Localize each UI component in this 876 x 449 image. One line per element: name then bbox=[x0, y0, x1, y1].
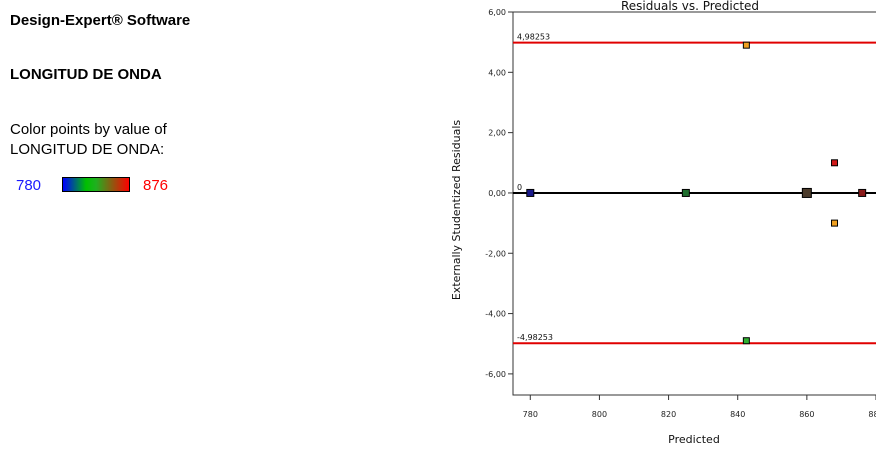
y-tick-label: -6,00 bbox=[485, 370, 506, 379]
y-axis-title: Externally Studentized Residuals bbox=[450, 120, 463, 301]
data-point bbox=[831, 159, 839, 167]
chart-title: Residuals vs. Predicted bbox=[621, 0, 759, 13]
plot-frame bbox=[512, 11, 876, 396]
data-point bbox=[742, 41, 750, 49]
data-point bbox=[742, 337, 750, 345]
left-panel: Design-Expert® Software LONGITUD DE ONDA… bbox=[10, 0, 340, 449]
y-tick-label: 0,00 bbox=[488, 189, 506, 198]
data-point bbox=[681, 188, 690, 197]
legend-max-value: 876 bbox=[143, 177, 169, 194]
y-tick-label: -2,00 bbox=[485, 249, 506, 258]
reference-line-label: 4,98253 bbox=[517, 33, 550, 42]
data-point bbox=[831, 219, 839, 227]
x-axis-title: Predicted bbox=[668, 433, 720, 446]
data-point bbox=[858, 188, 867, 197]
x-tick-label: 820 bbox=[661, 410, 676, 419]
y-tick-label: 6,00 bbox=[488, 8, 506, 17]
color-note-line2: LONGITUD DE ONDA: bbox=[10, 141, 165, 158]
y-tick-label: -4,00 bbox=[485, 310, 506, 319]
y-tick-label: 2,00 bbox=[488, 129, 506, 138]
response-name: LONGITUD DE ONDA bbox=[10, 66, 162, 83]
color-gradient-bar bbox=[62, 177, 130, 192]
reference-line-label: -4,98253 bbox=[517, 333, 553, 342]
y-tick-label: 4,00 bbox=[488, 68, 506, 77]
color-legend: 780 876 bbox=[10, 175, 310, 197]
x-tick-label: 800 bbox=[592, 410, 607, 419]
app-title: Design-Expert® Software bbox=[10, 12, 191, 29]
color-note-line1: Color points by value of bbox=[10, 121, 167, 138]
x-tick-label: 860 bbox=[799, 410, 814, 419]
x-tick-label: 780 bbox=[523, 410, 538, 419]
color-note: Color points by value of LONGITUD DE OND… bbox=[10, 120, 270, 160]
reference-line-label: 0 bbox=[517, 183, 522, 192]
x-tick-label: 840 bbox=[730, 410, 745, 419]
data-point bbox=[801, 187, 812, 198]
legend-min-value: 780 bbox=[16, 177, 42, 194]
data-point bbox=[526, 188, 535, 197]
x-tick-label: 880 bbox=[868, 410, 876, 419]
